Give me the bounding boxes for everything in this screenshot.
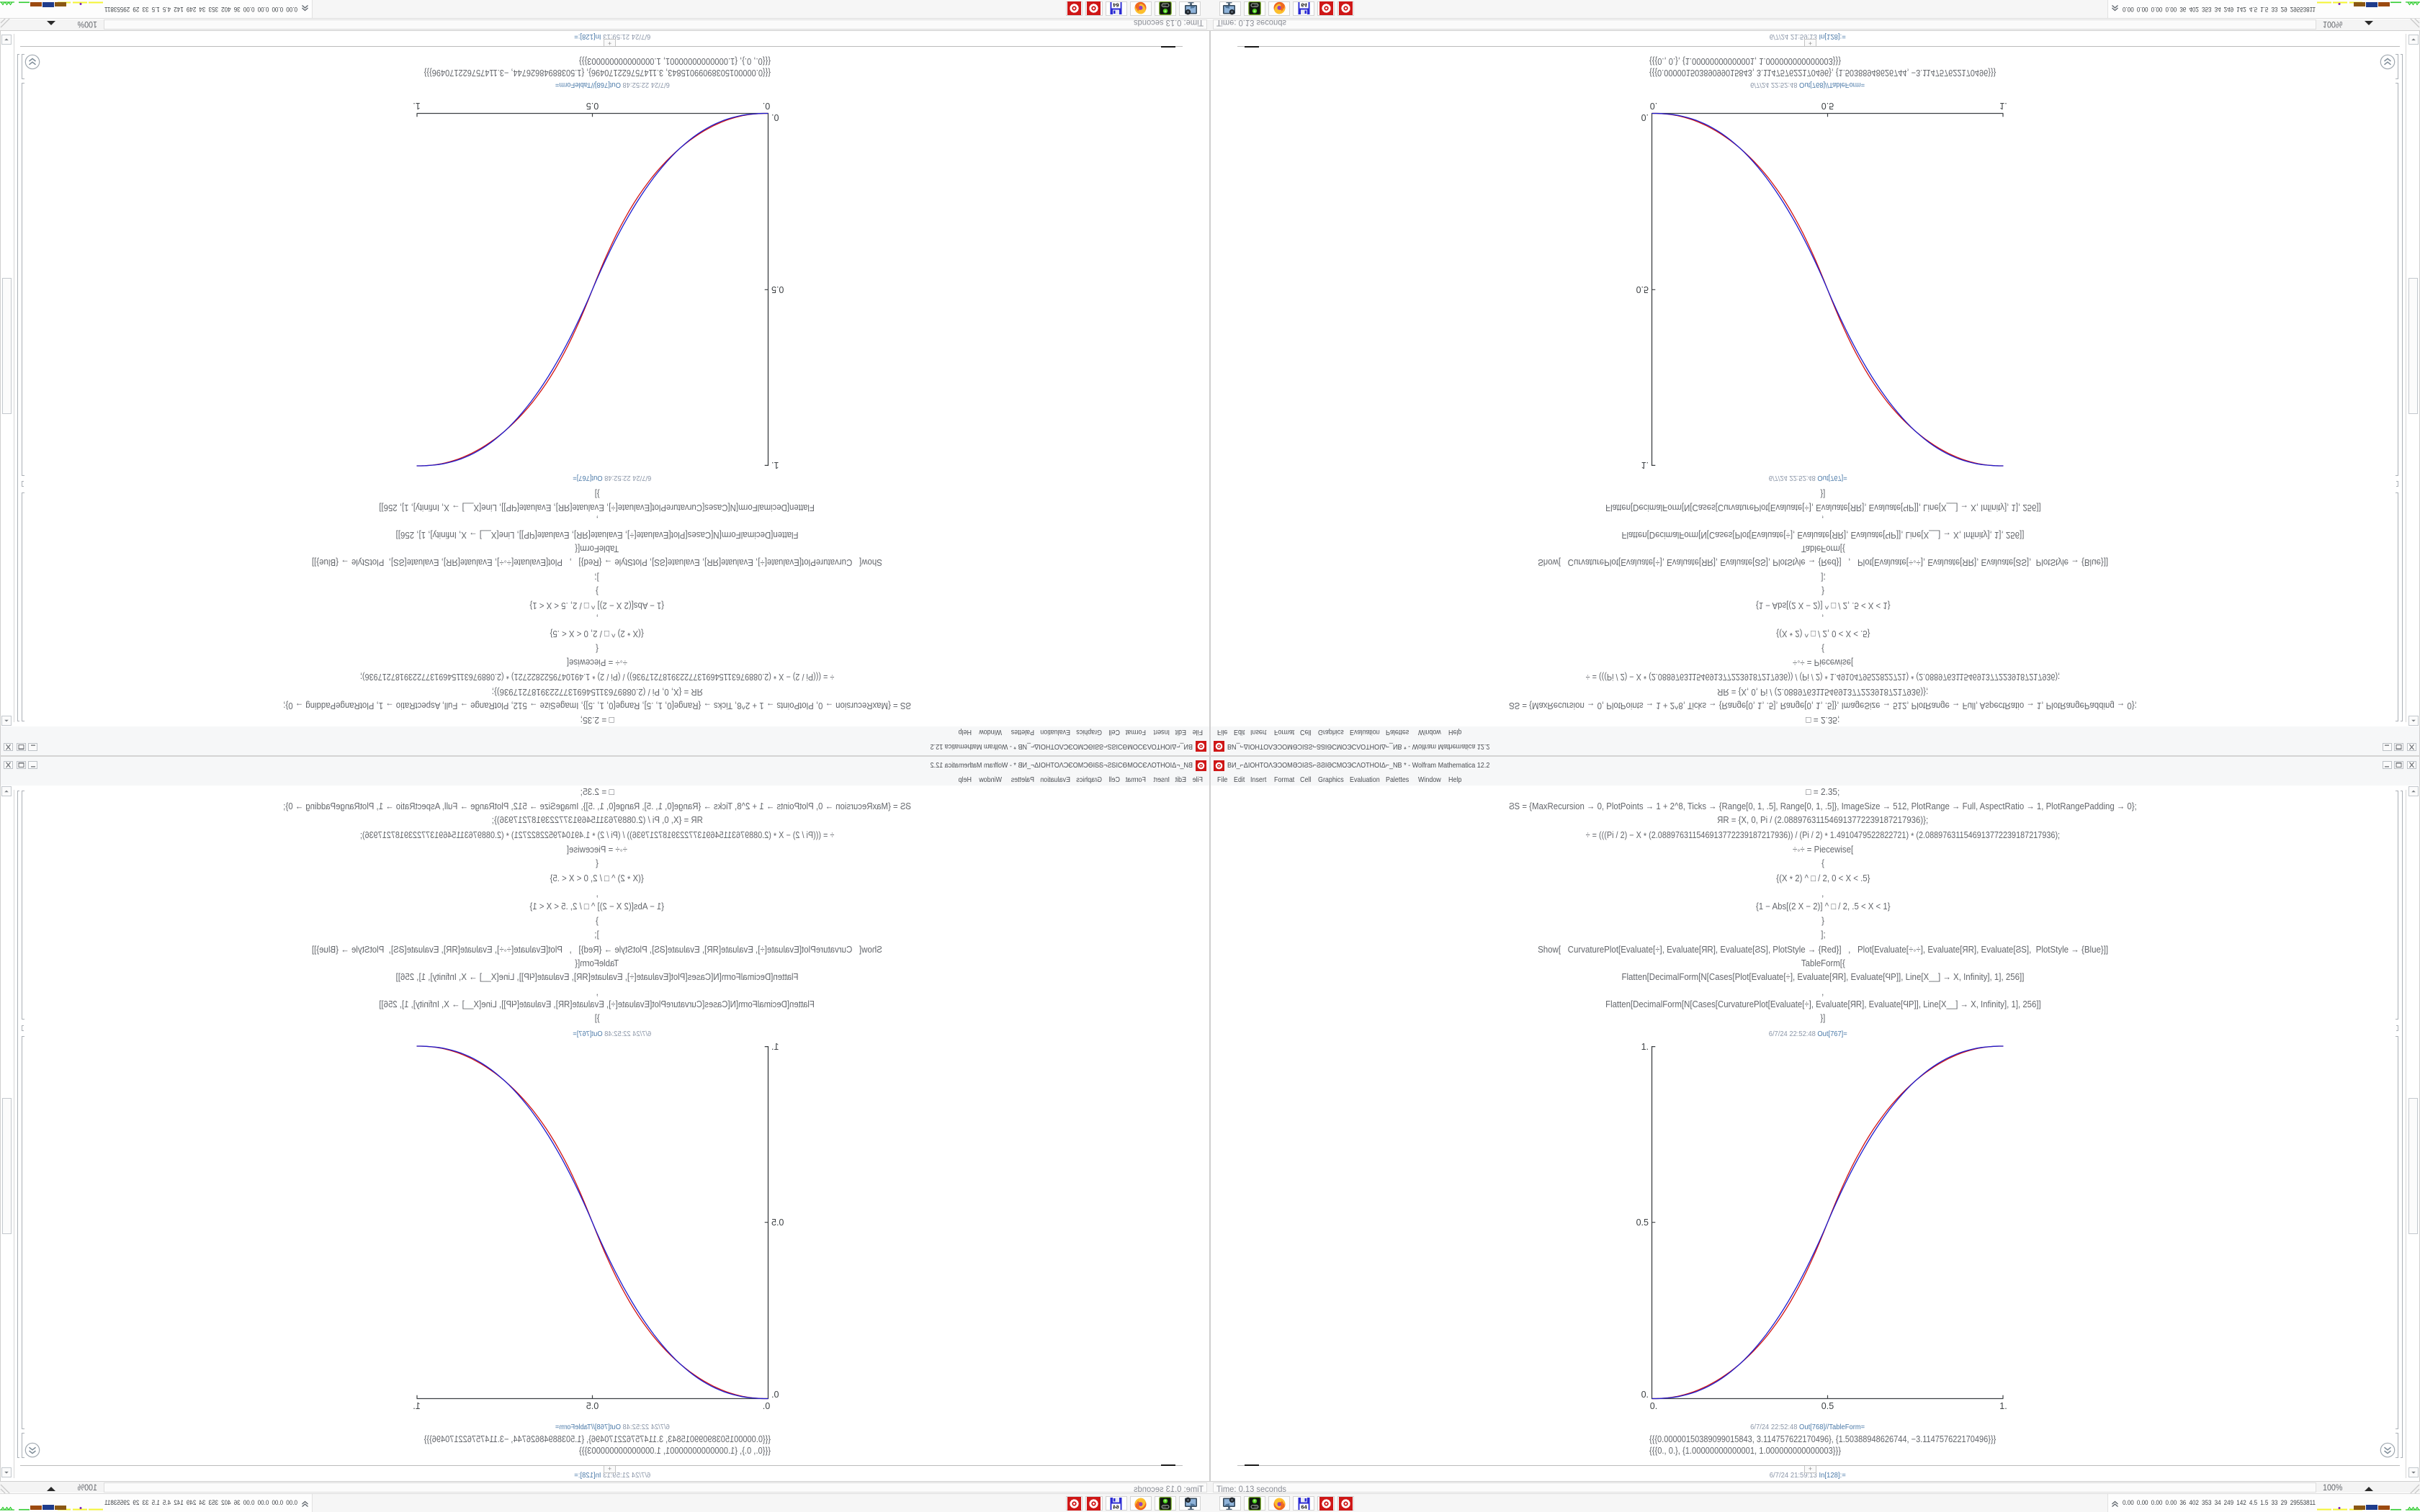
svg-text:0.5: 0.5 <box>771 284 784 294</box>
svg-text:0.5: 0.5 <box>771 1218 784 1228</box>
svg-text:0.5: 0.5 <box>1636 1218 1649 1228</box>
svg-text:1.: 1. <box>771 460 779 470</box>
svg-text:0.5: 0.5 <box>586 101 599 111</box>
svg-text:0.5: 0.5 <box>1821 101 1834 111</box>
svg-text:0.: 0. <box>771 1390 779 1400</box>
svg-text:1.: 1. <box>1641 1042 1649 1052</box>
svg-text:0.: 0. <box>1650 101 1657 111</box>
svg-text:1.: 1. <box>413 101 420 111</box>
svg-text:0.: 0. <box>1641 1390 1649 1400</box>
svg-text:1.: 1. <box>1641 460 1649 470</box>
svg-text:1.: 1. <box>413 1401 420 1411</box>
svg-text:1.: 1. <box>1999 1401 2007 1411</box>
svg-text:0.: 0. <box>763 101 770 111</box>
svg-text:0.: 0. <box>771 112 779 122</box>
svg-text:0.5: 0.5 <box>1821 1401 1834 1411</box>
svg-text:1.: 1. <box>1999 101 2007 111</box>
svg-text:0.5: 0.5 <box>586 1401 599 1411</box>
svg-text:1.: 1. <box>771 1042 779 1052</box>
svg-text:64: 64 <box>1301 2 1307 9</box>
svg-text:0.5: 0.5 <box>1636 284 1649 294</box>
svg-text:64: 64 <box>1113 2 1119 9</box>
svg-text:0.: 0. <box>1650 1401 1657 1411</box>
svg-text:64: 64 <box>1301 1504 1307 1511</box>
svg-text:64: 64 <box>1113 1504 1119 1511</box>
svg-text:0.: 0. <box>763 1401 770 1411</box>
svg-text:0.: 0. <box>1641 112 1649 122</box>
